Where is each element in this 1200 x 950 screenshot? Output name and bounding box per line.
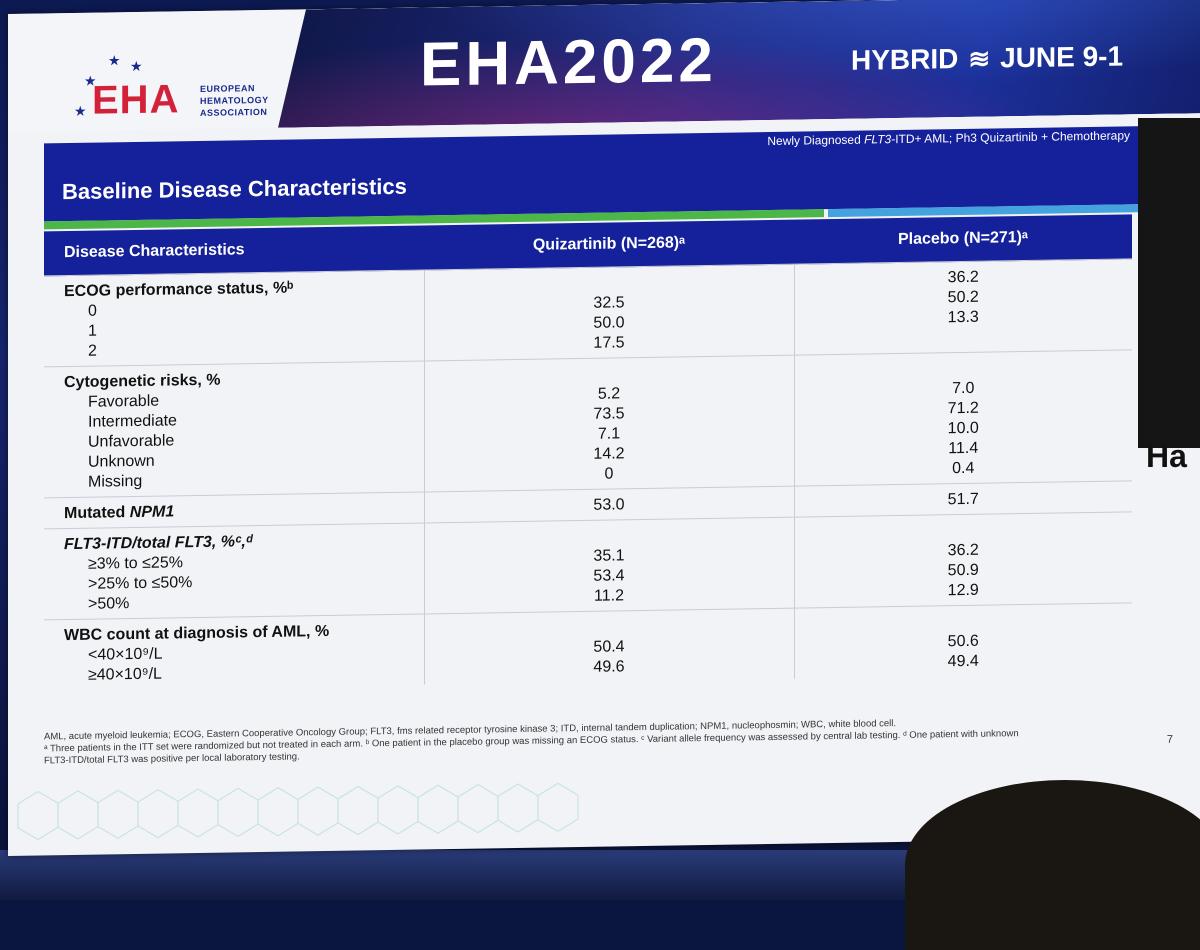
value: 51.7 xyxy=(947,490,979,509)
value: 0.4 xyxy=(952,459,975,478)
table-row: Cytogenetic risks, % Favorable Intermedi… xyxy=(44,349,1132,498)
placebo-cell: 50.6 49.4 xyxy=(794,602,1132,679)
header-placebo: Placebo (N=271)ᵃ xyxy=(794,214,1132,265)
row-label-cell: ECOG performance status, %ᵇ 0 1 2 xyxy=(44,269,424,367)
slide-subtitle: Newly Diagnosed FLT3-ITD+ AML; Ph3 Quiza… xyxy=(767,128,1130,148)
row-label: 2 xyxy=(88,342,97,360)
presentation-slide: ★ ★ ★ ★ EHA EUROPEAN HEMATOLOGY ASSOCIAT… xyxy=(8,0,1200,857)
row-label-cell: Cytogenetic risks, % Favorable Intermedi… xyxy=(44,360,424,498)
quizartinib-cell: 50.4 49.6 xyxy=(424,608,794,685)
hexagon-pattern-icon xyxy=(17,782,579,841)
value: 49.4 xyxy=(947,652,979,671)
speaker-caption: Ha xyxy=(1146,438,1187,474)
audience-head xyxy=(905,780,1200,950)
table-row: FLT3-ITD/total FLT3, %ᶜ,ᵈ ≥3% to ≤25% >2… xyxy=(44,511,1132,620)
row-label: >50% xyxy=(88,595,130,613)
baseline-table: Disease Characteristics Quizartinib (N=2… xyxy=(44,214,1132,691)
page-number: 7 xyxy=(1166,733,1173,746)
eha-logo: ★ ★ ★ ★ EHA EUROPEAN HEMATOLOGY ASSOCIAT… xyxy=(70,50,270,123)
quizartinib-cell: 35.1 53.4 11.2 xyxy=(424,517,794,614)
row-label: Missing xyxy=(88,472,143,491)
conference-format: HYBRID ≋ JUNE 9-1 xyxy=(851,40,1123,76)
header-characteristics: Disease Characteristics xyxy=(44,225,424,276)
conference-dates: JUNE 9-1 xyxy=(1000,40,1124,74)
row-label-cell: WBC count at diagnosis of AML, % <40×10⁹… xyxy=(44,613,424,691)
subtitle-prefix: Newly Diagnosed xyxy=(767,132,865,149)
subtitle-gene: FLT3 xyxy=(864,132,892,147)
value: 12.9 xyxy=(947,581,979,600)
value: 49.6 xyxy=(593,658,625,676)
row-label: ≥40×10⁹/L xyxy=(88,665,162,684)
quizartinib-cell: 5.2 73.5 7.1 14.2 0 xyxy=(424,355,794,492)
footnotes: AML, acute myeloid leukemia; ECOG, Easte… xyxy=(44,715,1104,768)
conference-banner: ★ ★ ★ ★ EHA EUROPEAN HEMATOLOGY ASSOCIAT… xyxy=(8,0,1200,132)
conference-title: EHA2022 xyxy=(420,25,717,100)
speaker-video xyxy=(1138,118,1200,448)
placebo-cell: 36.2 50.9 12.9 xyxy=(794,511,1132,609)
subtitle-suffix: -ITD+ AML; Ph3 Quizartinib + Chemotherap… xyxy=(891,128,1130,147)
quizartinib-cell: 32.5 50.0 17.5 xyxy=(424,264,794,361)
wave-icon: ≋ xyxy=(968,43,991,74)
logo-stars-icon: ★ ★ ★ ★ xyxy=(74,52,143,119)
value: 13.3 xyxy=(947,308,979,327)
header-quizartinib: Quizartinib (N=268)ᵃ xyxy=(424,219,794,270)
placebo-cell: 7.0 71.2 10.0 11.4 0.4 xyxy=(794,349,1132,487)
table-row: ECOG performance status, %ᵇ 0 1 2 32.5 5… xyxy=(44,258,1132,367)
group-label: Mutated NPM1 xyxy=(64,503,175,523)
format-label: HYBRID xyxy=(851,43,959,76)
value: 17.5 xyxy=(593,334,625,352)
value: 53.0 xyxy=(593,496,625,514)
value: 0 xyxy=(604,465,614,483)
placebo-cell: 36.2 50.2 13.3 xyxy=(794,258,1132,356)
logo-subtitle: EUROPEAN HEMATOLOGY ASSOCIATION xyxy=(200,83,269,118)
value: 11.2 xyxy=(594,587,624,605)
row-label-cell: FLT3-ITD/total FLT3, %ᶜ,ᵈ ≥3% to ≤25% >2… xyxy=(44,522,424,620)
logo-wordmark: EHA xyxy=(92,77,180,123)
slide-title: Baseline Disease Characteristics xyxy=(62,173,407,205)
